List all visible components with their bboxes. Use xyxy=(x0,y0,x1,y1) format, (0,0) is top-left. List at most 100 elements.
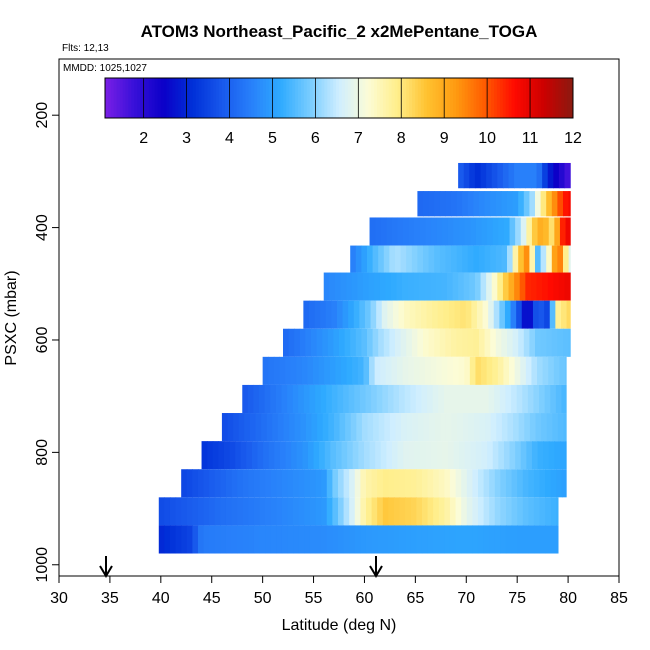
heatmap-cell xyxy=(480,272,487,301)
colorbar-swatch xyxy=(385,78,390,118)
heatmap-cell xyxy=(456,245,463,273)
colorbar-swatch xyxy=(140,78,144,118)
heatmap-cell xyxy=(423,328,430,357)
colorbar-swatch xyxy=(456,78,460,118)
heatmap-cell xyxy=(557,245,564,273)
heatmap-cell xyxy=(360,525,367,554)
heatmap-cell xyxy=(547,162,554,189)
heatmap-cell xyxy=(298,469,305,498)
heatmap-cell xyxy=(532,300,540,329)
y-tick-label: 200 xyxy=(34,102,51,129)
heatmap-cell xyxy=(509,217,516,246)
heatmap-cell xyxy=(486,272,493,301)
colorbar-swatch xyxy=(163,78,167,118)
heatmap-cell xyxy=(158,525,165,554)
heatmap-cell xyxy=(487,217,494,246)
heatmap-cell xyxy=(462,328,469,357)
heatmap-cell xyxy=(229,441,236,470)
heatmap-cell xyxy=(393,525,401,554)
flight-markers xyxy=(99,556,383,578)
heatmap-cell xyxy=(563,328,570,357)
heatmap-cell xyxy=(320,300,327,329)
heatmap-cell xyxy=(416,525,423,554)
heatmap-cell xyxy=(544,300,551,329)
heatmap-cell xyxy=(301,356,309,385)
heatmap-cell xyxy=(294,413,301,442)
heatmap-cell xyxy=(511,469,518,498)
heatmap-cell xyxy=(375,441,382,470)
heatmap-cell xyxy=(526,217,533,246)
heatmap-cell xyxy=(491,162,498,189)
heatmap-cell xyxy=(494,525,501,554)
heatmap-cell xyxy=(443,384,451,414)
heatmap-cell xyxy=(501,245,508,273)
colorbar-tick-label: 8 xyxy=(397,130,406,147)
heatmap-cell xyxy=(514,356,521,385)
y-tick-label: 1000 xyxy=(34,547,51,583)
colorbar-swatch xyxy=(236,78,240,118)
heatmap-cell xyxy=(387,384,395,414)
heatmap-cell xyxy=(365,497,373,526)
heatmap-cell xyxy=(303,384,311,414)
heatmap-cell xyxy=(508,162,515,189)
heatmap-cell xyxy=(408,356,415,385)
heatmap-cell xyxy=(369,441,376,470)
heatmap-cell xyxy=(334,272,342,301)
heatmap-cell xyxy=(441,356,449,385)
heatmap-cell xyxy=(556,525,559,554)
heatmap-cell xyxy=(432,384,439,414)
colorbar-swatch xyxy=(224,78,229,118)
heatmap-cell xyxy=(405,469,412,498)
heatmap-cell xyxy=(378,245,385,273)
heatmap-cell xyxy=(539,469,546,498)
colorbar-swatch xyxy=(368,78,372,118)
heatmap-cell xyxy=(192,469,199,498)
heatmap-cell xyxy=(479,245,486,273)
colorbar-swatch xyxy=(534,78,539,118)
colorbar-swatch xyxy=(520,78,524,118)
heatmap-cell xyxy=(274,441,281,470)
colorbar-swatch xyxy=(274,78,278,118)
heatmap-cell xyxy=(319,441,326,470)
heatmap-cell xyxy=(476,300,484,329)
heatmap-cell xyxy=(460,300,467,329)
heatmap-cell xyxy=(361,328,368,357)
colorbar-swatch xyxy=(473,78,477,118)
heatmap-cell xyxy=(397,356,404,385)
colorbar-swatch xyxy=(131,78,135,118)
heatmap-cell xyxy=(287,384,294,414)
heatmap-cell xyxy=(186,525,193,554)
heatmap-cell xyxy=(537,441,544,470)
heatmap-cell xyxy=(423,413,430,442)
heatmap-cell xyxy=(265,525,272,554)
colorbar-swatch xyxy=(420,78,425,118)
colorbar-swatch xyxy=(453,78,457,118)
heatmap-cell xyxy=(436,217,443,246)
heatmap-cell xyxy=(497,162,504,189)
heatmap-cell xyxy=(308,300,316,329)
colorbar-swatch xyxy=(201,78,205,118)
heatmap-cell xyxy=(518,191,525,217)
heatmap-cell xyxy=(209,525,216,554)
colorbar-swatch xyxy=(476,78,480,118)
colorbar-swatch xyxy=(391,78,395,118)
heatmap-cell xyxy=(436,356,443,385)
heatmap-cell xyxy=(408,217,415,246)
heatmap-cell xyxy=(350,328,357,357)
heatmap-cell xyxy=(508,272,515,301)
heatmap-cell xyxy=(438,384,445,414)
colorbar-swatch xyxy=(412,78,416,118)
heatmap-cell xyxy=(520,356,527,385)
heatmap-cell xyxy=(207,441,214,470)
heatmap-cell xyxy=(533,497,541,526)
heatmap-cell xyxy=(473,191,480,217)
heatmap-cell xyxy=(461,469,468,498)
heatmap-cell xyxy=(323,272,330,301)
heatmap-cell xyxy=(463,272,470,301)
heatmap-cell xyxy=(482,300,489,329)
heatmap-cell xyxy=(525,272,532,301)
heatmap-cell xyxy=(469,356,477,385)
heatmap-cell xyxy=(522,525,529,554)
heatmap-cell xyxy=(440,413,447,442)
heatmap-cell xyxy=(337,497,345,526)
